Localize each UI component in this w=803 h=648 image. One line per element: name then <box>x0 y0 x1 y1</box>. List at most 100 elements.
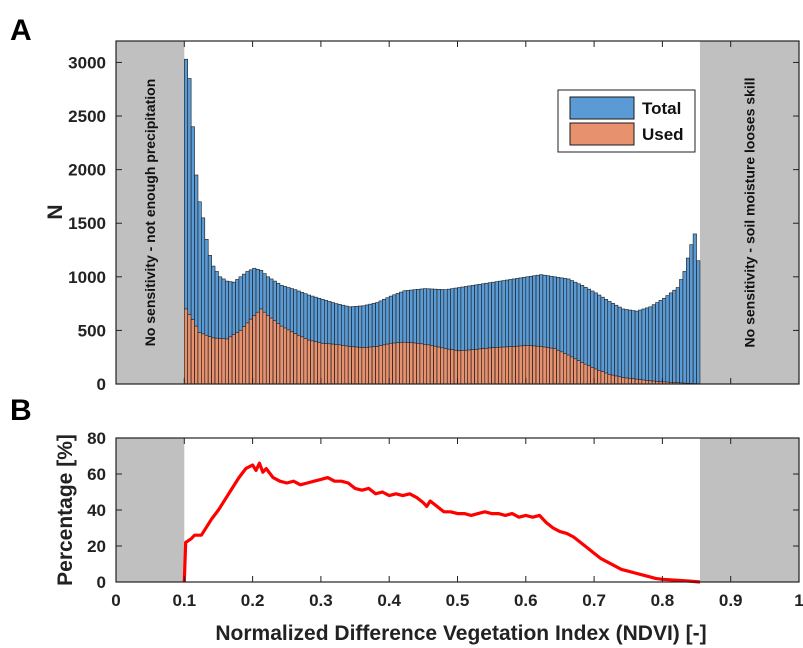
used-bar <box>306 339 311 385</box>
used-bar <box>494 347 499 385</box>
panel-b-x-tick-label: 0 <box>111 591 120 610</box>
used-bar <box>194 325 199 385</box>
panel-b-shaded-region <box>116 438 185 582</box>
panel-a-y-tick-label: 0 <box>97 375 106 394</box>
used-bar <box>621 377 626 385</box>
used-bar <box>313 341 318 385</box>
used-bar <box>559 351 564 385</box>
total-bar <box>634 310 639 385</box>
panel-b-x-tick-label: 0.1 <box>172 591 196 610</box>
used-bar <box>569 356 574 385</box>
used-bar <box>296 334 301 385</box>
total-bar <box>655 302 660 385</box>
used-bar <box>600 371 605 385</box>
used-bar <box>395 342 400 385</box>
zone-label-low: No sensitivity - not enough precipitatio… <box>142 79 158 347</box>
panel-b-y-tick-label: 0 <box>97 573 106 592</box>
panel-a-y-tick-label: 1000 <box>68 268 106 287</box>
used-bar <box>433 345 438 385</box>
used-bar <box>361 347 366 385</box>
used-bar <box>272 320 277 385</box>
used-bar <box>515 345 520 385</box>
used-bar <box>450 349 455 385</box>
used-bar <box>429 345 434 385</box>
used-bar <box>511 346 516 385</box>
used-bar <box>364 346 370 385</box>
used-bar <box>535 345 540 385</box>
used-bar <box>614 375 619 385</box>
total-bar <box>617 306 622 385</box>
used-bar <box>491 347 496 385</box>
panel-b-x-tick-label: 0.6 <box>514 591 538 610</box>
panel-b-y-tick-label: 60 <box>87 465 106 484</box>
total-bar <box>668 292 673 385</box>
used-bar <box>211 337 216 385</box>
used-bar <box>460 350 465 385</box>
used-bar <box>201 333 206 385</box>
used-bar <box>409 342 414 385</box>
used-bar <box>607 374 612 385</box>
used-bar <box>576 360 581 385</box>
panel-a-chart: No sensitivity - not enough precipitatio… <box>68 40 800 394</box>
total-bar <box>692 233 697 385</box>
used-bar <box>358 346 363 385</box>
total-bar <box>686 257 691 385</box>
used-bar <box>255 311 260 385</box>
used-bar <box>464 349 469 385</box>
used-bar <box>593 368 598 385</box>
total-bar <box>621 308 626 385</box>
used-bar <box>259 308 264 385</box>
total-bar <box>604 299 609 385</box>
panel-a-y-tick-label: 500 <box>78 321 106 340</box>
panel-b-axes-frame <box>115 437 800 583</box>
panel-b-x-tick-label: 0.2 <box>241 591 265 610</box>
panel-b-x-tick-label: 0.8 <box>651 591 675 610</box>
used-bar <box>474 349 479 385</box>
total-bar <box>631 310 636 385</box>
panel-b-x-axis-label: Normalized Difference Vegetation Index (… <box>215 622 706 645</box>
total-bar <box>662 297 667 385</box>
used-bar <box>566 354 571 385</box>
used-bar <box>385 343 390 385</box>
used-bar <box>484 347 489 385</box>
used-bar <box>412 342 417 385</box>
total-bar <box>682 271 687 385</box>
used-bar <box>300 336 305 385</box>
legend-label-total: Total <box>642 99 681 118</box>
used-bar <box>583 363 588 385</box>
panel-a-y-tick-label: 3000 <box>68 53 106 72</box>
panel-b-plot-area <box>116 438 799 582</box>
total-bar <box>651 304 656 385</box>
used-bar <box>436 346 441 385</box>
total-bar <box>665 295 670 385</box>
used-bar <box>508 346 513 385</box>
used-bar <box>505 346 510 385</box>
used-bar <box>477 348 482 385</box>
used-bar <box>604 372 609 385</box>
total-bar <box>610 303 615 385</box>
used-bar <box>317 342 322 385</box>
used-bar <box>207 336 212 385</box>
used-bar <box>525 345 530 385</box>
percentage-line <box>182 461 701 584</box>
panel-b-y-tick-label: 20 <box>87 537 106 556</box>
used-bar <box>351 346 356 385</box>
panel-b-x-tick-label: 0.4 <box>377 591 401 610</box>
used-bar <box>498 346 503 385</box>
used-bar <box>204 334 209 385</box>
used-bar <box>457 350 462 385</box>
used-bar <box>341 345 346 385</box>
used-bar <box>286 329 291 385</box>
total-bar <box>645 307 650 385</box>
panel-a-y-tick-label: 2000 <box>68 161 106 180</box>
used-bar <box>423 344 428 385</box>
total-bar <box>638 309 643 385</box>
total-bar <box>600 296 605 385</box>
used-bar <box>470 349 475 385</box>
used-bar <box>467 349 472 385</box>
used-bar <box>528 345 533 385</box>
used-bar <box>252 315 257 385</box>
used-bar <box>368 346 373 385</box>
used-bar <box>627 378 632 385</box>
